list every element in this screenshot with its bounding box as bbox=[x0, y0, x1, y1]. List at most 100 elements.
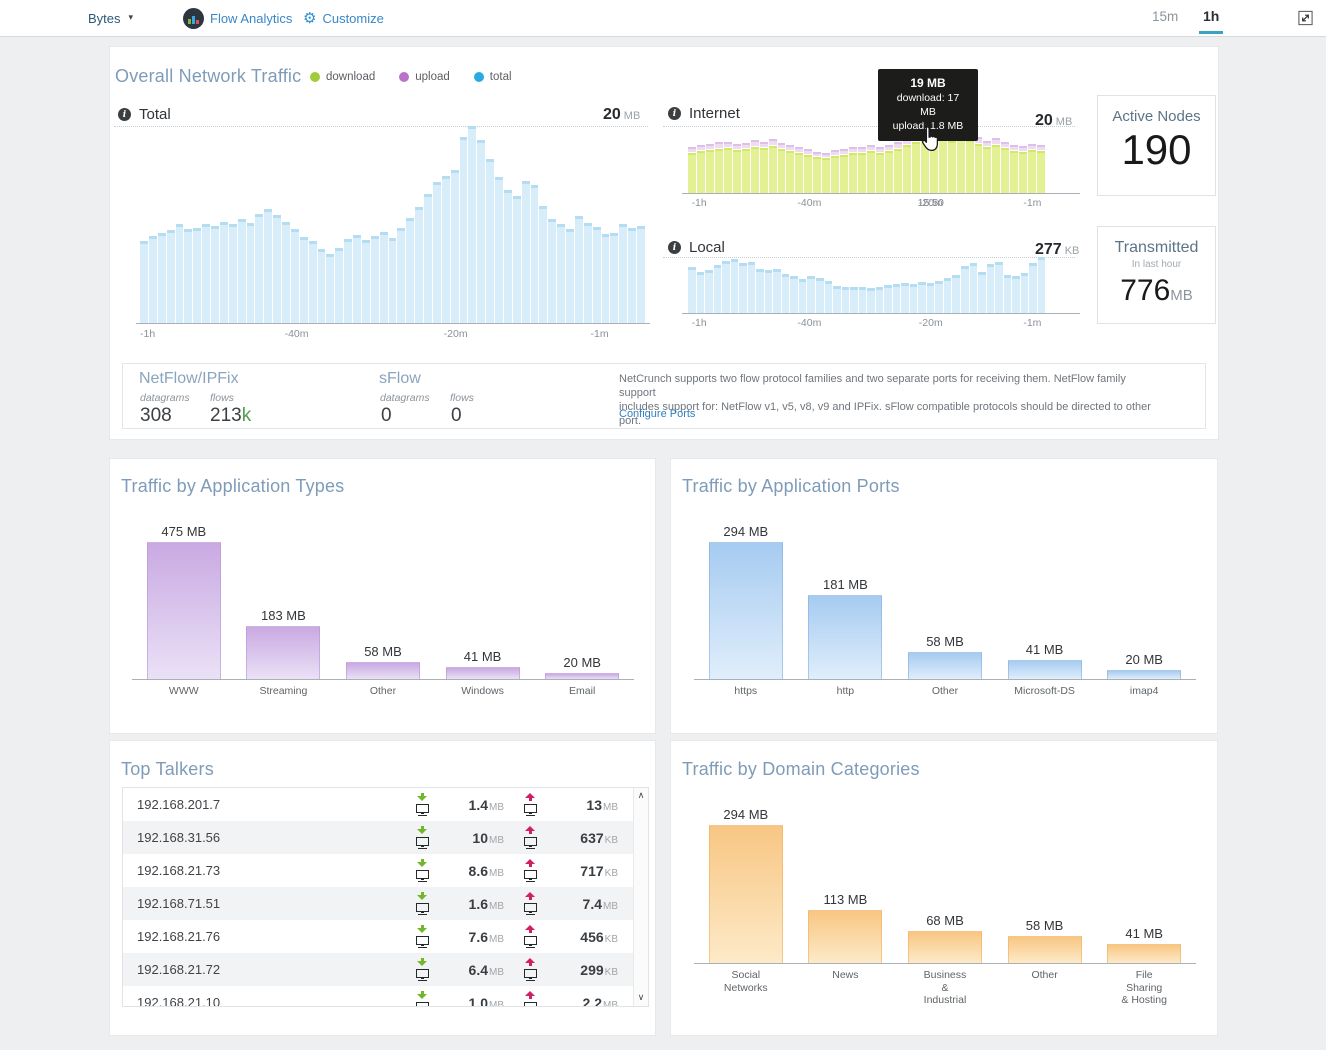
chart-bar[interactable] bbox=[892, 284, 901, 313]
chart-bar[interactable] bbox=[867, 288, 875, 313]
chart-bar[interactable] bbox=[804, 149, 813, 193]
time-range-1h[interactable]: 1h bbox=[1199, 0, 1224, 34]
chart-bar[interactable] bbox=[344, 239, 352, 323]
chart-bar[interactable] bbox=[1007, 936, 1082, 963]
chart-bar[interactable] bbox=[299, 237, 308, 323]
chart-bar[interactable] bbox=[978, 272, 986, 313]
unit-dropdown[interactable]: Bytes ▾ bbox=[88, 0, 133, 36]
chart-bar[interactable] bbox=[907, 652, 982, 679]
chart-bar[interactable] bbox=[876, 147, 884, 193]
chart-bar[interactable] bbox=[764, 270, 773, 313]
chart-bar[interactable] bbox=[450, 170, 459, 323]
chart-bar[interactable] bbox=[969, 263, 978, 313]
chart-bar[interactable] bbox=[1037, 145, 1046, 193]
chart-bar[interactable] bbox=[166, 230, 175, 323]
configure-ports-link[interactable]: Configure Ports bbox=[619, 408, 696, 420]
chart-bar[interactable] bbox=[237, 219, 246, 323]
chart-bar[interactable] bbox=[432, 182, 441, 323]
chart-bar[interactable] bbox=[468, 126, 477, 323]
chart-bar[interactable] bbox=[1037, 257, 1046, 313]
chart-bar[interactable] bbox=[477, 140, 486, 323]
chart-bar[interactable] bbox=[424, 194, 432, 323]
chart-bar[interactable] bbox=[858, 287, 867, 313]
chart-bar[interactable] bbox=[521, 181, 530, 323]
chart-bar[interactable] bbox=[530, 185, 539, 323]
chart-bar[interactable] bbox=[282, 222, 290, 323]
table-row[interactable]: 192.168.21.76 7.6MB 456KB bbox=[123, 920, 648, 953]
chart-bar[interactable] bbox=[986, 264, 995, 313]
chart-bar[interactable] bbox=[732, 144, 741, 193]
chart-bar[interactable] bbox=[893, 142, 902, 193]
chart-bar[interactable] bbox=[983, 141, 992, 193]
chart-bar[interactable] bbox=[750, 140, 759, 193]
chart-bar[interactable] bbox=[841, 287, 850, 313]
table-row[interactable]: 192.168.21.73 8.6MB 717KB bbox=[123, 854, 648, 887]
chart-bar[interactable] bbox=[850, 287, 858, 313]
chart-bar[interactable] bbox=[202, 224, 210, 323]
chart-bar[interactable] bbox=[833, 286, 841, 313]
chart-bar[interactable] bbox=[1003, 275, 1012, 313]
chart-bar[interactable] bbox=[574, 216, 583, 323]
chart-bar[interactable] bbox=[146, 542, 221, 679]
chart-bar[interactable] bbox=[601, 234, 610, 323]
fullscreen-icon[interactable] bbox=[1297, 10, 1314, 26]
chart-bar[interactable] bbox=[228, 224, 237, 323]
chart-bar[interactable] bbox=[902, 138, 911, 193]
chart-bar[interactable] bbox=[849, 147, 858, 193]
chart-bar[interactable] bbox=[822, 153, 831, 193]
chart-bar[interactable] bbox=[965, 133, 974, 193]
chart-bar[interactable] bbox=[397, 228, 406, 323]
chart-bar[interactable] bbox=[1107, 670, 1182, 679]
info-icon[interactable]: i bbox=[668, 241, 681, 254]
chart-bar[interactable] bbox=[995, 262, 1003, 313]
chart-bar[interactable] bbox=[308, 241, 317, 323]
chart-bar[interactable] bbox=[317, 249, 326, 323]
chart-bar[interactable] bbox=[688, 267, 696, 313]
chart-bar[interactable] bbox=[345, 662, 420, 679]
chart-bar[interactable] bbox=[566, 229, 574, 323]
chart-bar[interactable] bbox=[503, 190, 512, 323]
legend-item-total[interactable]: total bbox=[473, 71, 512, 83]
chart-bar[interactable] bbox=[722, 261, 730, 313]
chart-bar[interactable] bbox=[858, 147, 867, 193]
chart-bar[interactable] bbox=[273, 215, 281, 323]
table-row[interactable]: 192.168.21.10 1.0MB 2.2MB bbox=[123, 986, 648, 1006]
chart-bar[interactable] bbox=[388, 238, 397, 323]
chart-bar[interactable] bbox=[909, 284, 918, 313]
chart-bar[interactable] bbox=[1028, 144, 1037, 193]
table-row[interactable]: 192.168.31.56 10MB 637KB bbox=[123, 821, 648, 854]
chart-bar[interactable] bbox=[831, 150, 840, 193]
chart-bar[interactable] bbox=[545, 673, 620, 679]
chart-bar[interactable] bbox=[935, 281, 943, 313]
chart-bar[interactable] bbox=[696, 145, 705, 193]
chart-bar[interactable] bbox=[211, 226, 219, 323]
chart-bar[interactable] bbox=[974, 137, 983, 193]
info-icon[interactable]: i bbox=[668, 107, 681, 120]
scrollbar[interactable]: ∧ ∨ bbox=[633, 788, 648, 1006]
chart-bar[interactable] bbox=[1007, 660, 1082, 679]
chart-bar[interactable] bbox=[918, 282, 926, 313]
chart-bar[interactable] bbox=[326, 254, 335, 323]
chart-bar[interactable] bbox=[459, 137, 468, 323]
chart-bar[interactable] bbox=[1029, 263, 1037, 313]
chart-bar[interactable] bbox=[815, 278, 824, 313]
chart-bar[interactable] bbox=[696, 272, 705, 313]
chart-bar[interactable] bbox=[539, 206, 548, 323]
chart-bar[interactable] bbox=[592, 227, 601, 323]
chart-bar[interactable] bbox=[705, 270, 713, 313]
chart-bar[interactable] bbox=[353, 235, 361, 323]
chart-bar[interactable] bbox=[370, 236, 379, 323]
chart-bar[interactable] bbox=[992, 138, 1001, 193]
chart-bar[interactable] bbox=[619, 224, 628, 323]
chart-bar[interactable] bbox=[219, 222, 228, 323]
chart-bar[interactable] bbox=[961, 266, 969, 313]
legend-item-download[interactable]: download bbox=[310, 71, 375, 83]
chart-bar[interactable] bbox=[557, 224, 565, 323]
chart-bar[interactable] bbox=[813, 152, 822, 193]
chart-bar[interactable] bbox=[583, 223, 592, 323]
chart-bar[interactable] bbox=[947, 134, 956, 193]
chart-bar[interactable] bbox=[773, 269, 781, 313]
chart-bar[interactable] bbox=[730, 259, 739, 313]
chart-bar[interactable] bbox=[952, 275, 960, 313]
table-row[interactable]: 192.168.201.7 1.4MB 13MB bbox=[123, 788, 648, 821]
